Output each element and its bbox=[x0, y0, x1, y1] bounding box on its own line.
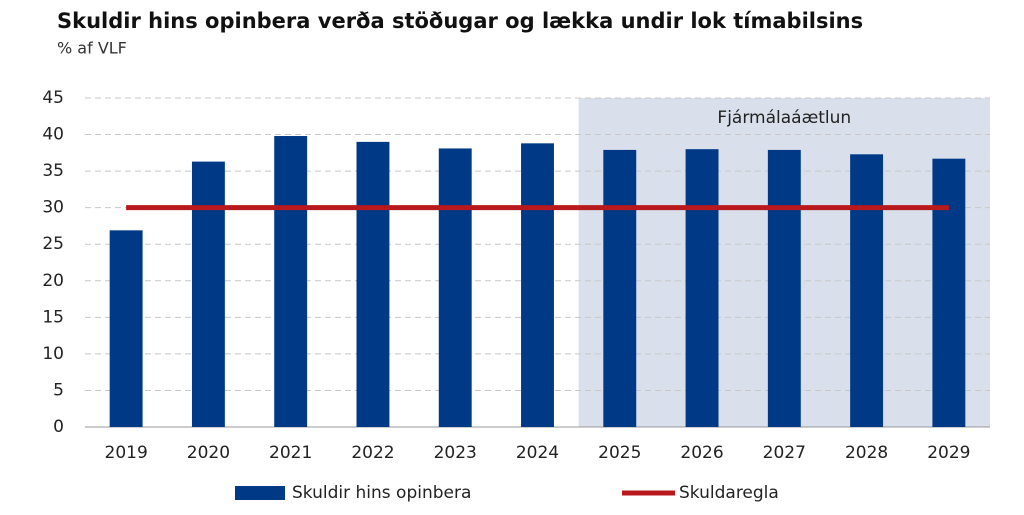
x-tick-label: 2026 bbox=[680, 443, 723, 463]
y-tick-label: 45 bbox=[42, 88, 64, 108]
x-tick-label: 2028 bbox=[845, 443, 888, 463]
y-tick-label: 35 bbox=[42, 161, 64, 181]
y-tick-label: 15 bbox=[42, 307, 64, 327]
x-tick-label: 2022 bbox=[351, 443, 394, 463]
x-tick-label: 2025 bbox=[598, 443, 641, 463]
x-tick-label: 2023 bbox=[434, 443, 477, 463]
bar bbox=[603, 149, 637, 428]
chart-subtitle: % af VLF bbox=[57, 39, 127, 58]
bar bbox=[191, 161, 225, 427]
bar bbox=[932, 158, 966, 427]
y-tick-label: 10 bbox=[42, 344, 64, 364]
y-tick-label: 0 bbox=[53, 417, 64, 437]
bar bbox=[767, 149, 801, 428]
x-tick-label: 2029 bbox=[927, 443, 970, 463]
legend-label: Skuldaregla bbox=[679, 483, 779, 503]
annotation: Fjármálaáætlun bbox=[717, 108, 851, 128]
x-tick-label: 2021 bbox=[269, 443, 312, 463]
y-tick-label: 40 bbox=[42, 125, 64, 145]
legend-label: Skuldir hins opinbera bbox=[292, 483, 471, 503]
bar bbox=[521, 143, 554, 427]
y-tick-label: 25 bbox=[42, 234, 64, 254]
legend-swatch bbox=[235, 486, 285, 500]
y-tick-label: 30 bbox=[42, 198, 64, 218]
y-tick-label: 20 bbox=[42, 271, 64, 291]
x-tick-label: 2020 bbox=[187, 443, 230, 463]
bar bbox=[109, 230, 143, 427]
bar bbox=[356, 141, 390, 427]
chart-title: Skuldir hins opinbera verða stöðugar og … bbox=[57, 9, 863, 33]
x-tick-label: 2019 bbox=[105, 443, 148, 463]
bar bbox=[274, 136, 308, 428]
x-tick-label: 2027 bbox=[763, 443, 806, 463]
x-tick-label: 2024 bbox=[516, 443, 559, 463]
y-tick-label: 5 bbox=[53, 380, 64, 400]
bar bbox=[438, 148, 472, 428]
bar bbox=[850, 154, 884, 427]
bar bbox=[685, 149, 719, 427]
